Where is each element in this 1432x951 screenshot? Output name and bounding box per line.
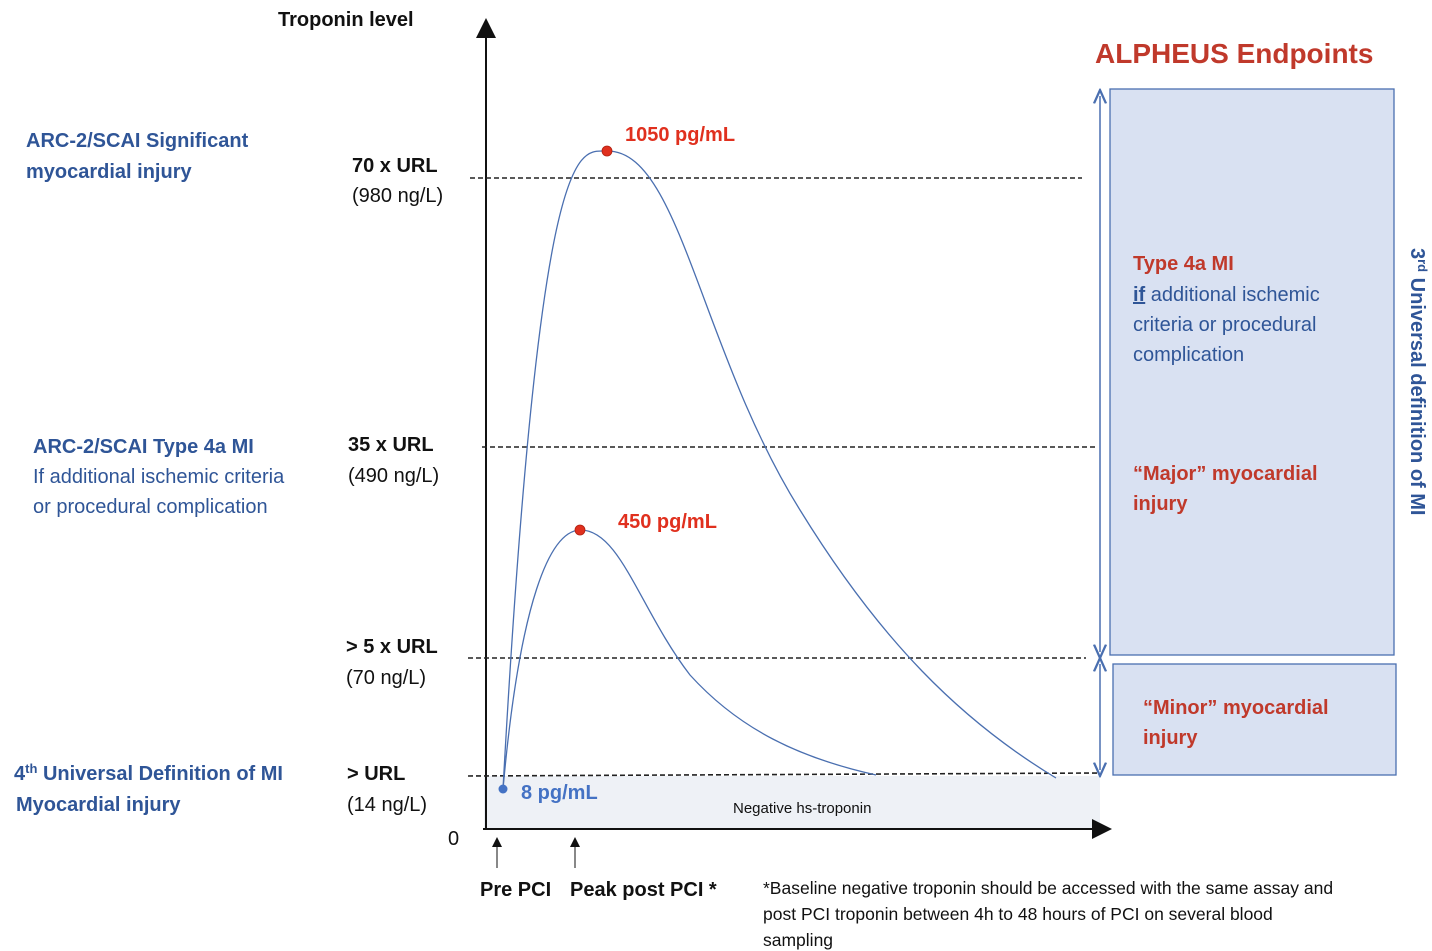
arc-significant-line2: myocardial injury	[26, 161, 192, 183]
low-peak-label: 450 pg/mL	[618, 511, 717, 533]
type4a-line1: if additional ischemic	[1133, 284, 1320, 306]
fourth-udmi-line2: Myocardial injury	[16, 794, 181, 816]
arc-significant-line1: ARC-2/SCAI Significant	[26, 130, 249, 152]
footnote-line1: *Baseline negative troponin should be ac…	[763, 878, 1333, 898]
y-axis-title: Troponin level	[278, 9, 414, 31]
threshold-5x-label: > 5 x URL	[346, 636, 438, 658]
high-peak-point	[601, 145, 613, 157]
negative-zone-label: Negative hs-troponin	[733, 800, 871, 817]
origin-label: 0	[448, 828, 459, 850]
high-peak-label: 1050 pg/mL	[625, 124, 735, 146]
threshold-url-value: (14 ng/L)	[347, 794, 427, 816]
threshold-70x-value: (980 ng/L)	[352, 185, 443, 207]
footnote-line3: sampling	[763, 930, 833, 950]
threshold-35x-value: (490 ng/L)	[348, 465, 439, 487]
x-label-pre-pci: Pre PCI	[480, 879, 551, 901]
threshold-url-label: > URL	[347, 763, 405, 785]
footnote-line2: post PCI troponin between 4h to 48 hours…	[763, 904, 1273, 924]
minor-injury-line2: injury	[1143, 727, 1198, 749]
x-label-peak-pci: Peak post PCI *	[570, 879, 717, 901]
threshold-35x-label: 35 x URL	[348, 434, 434, 456]
threshold-line-url	[467, 772, 1101, 777]
type4a-line3: complication	[1133, 344, 1244, 366]
type4a-title: Type 4a MI	[1133, 253, 1234, 275]
low-peak-curve	[502, 529, 877, 790]
arc-type4a-line1: ARC-2/SCAI Type 4a MI	[33, 436, 254, 458]
endpoints-title: ALPHEUS Endpoints	[1095, 38, 1373, 69]
threshold-70x-label: 70 x URL	[352, 155, 438, 177]
high-peak-curve	[502, 150, 1057, 790]
minor-injury-box	[1112, 663, 1397, 776]
low-peak-point	[574, 524, 586, 536]
baseline-point	[498, 784, 508, 794]
major-injury-box	[1109, 88, 1395, 656]
major-injury-line1: “Major” myocardial	[1133, 463, 1318, 485]
minor-injury-line1: “Minor” myocardial	[1143, 697, 1329, 719]
fourth-udmi-line1: 4th Universal Definition of MI	[14, 761, 283, 786]
major-injury-line2: injury	[1133, 493, 1188, 515]
arc-type4a-line3: or procedural complication	[33, 496, 268, 518]
third-udmi-label: 3rd Universal definition of MI	[1406, 248, 1431, 515]
arc-type4a-line2: If additional ischemic criteria	[33, 466, 285, 488]
threshold-5x-value: (70 ng/L)	[346, 667, 426, 689]
negative-zone	[484, 776, 1100, 828]
baseline-label: 8 pg/mL	[521, 782, 598, 804]
type4a-line2: criteria or procedural	[1133, 314, 1316, 336]
